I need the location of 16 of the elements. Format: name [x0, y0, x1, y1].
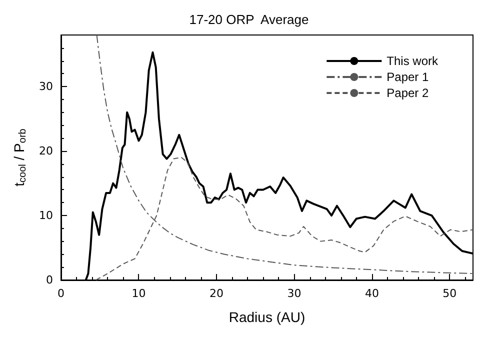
chart-title: 17-20 ORP Average: [189, 12, 309, 27]
x-tick-label: 20: [209, 287, 224, 300]
x-tick-label: 50: [442, 287, 457, 300]
legend-label: This work: [386, 54, 439, 68]
y-tick-label: 10: [39, 209, 53, 222]
y-axis-title: tcool / Porb: [11, 128, 29, 186]
y-tick-label: 30: [39, 80, 53, 94]
x-axis-title: Radius (AU): [228, 309, 306, 325]
y-tick-label: 20: [39, 144, 53, 158]
x-tick-label: 30: [287, 287, 302, 300]
legend-label: Paper 1: [386, 70, 430, 84]
x-tick-label: 0: [58, 287, 64, 300]
y-tick-label: 0: [46, 274, 53, 286]
legend-label: Paper 2: [386, 86, 430, 100]
x-tick-label: 10: [132, 287, 146, 300]
x-tick-label: 40: [364, 287, 379, 300]
